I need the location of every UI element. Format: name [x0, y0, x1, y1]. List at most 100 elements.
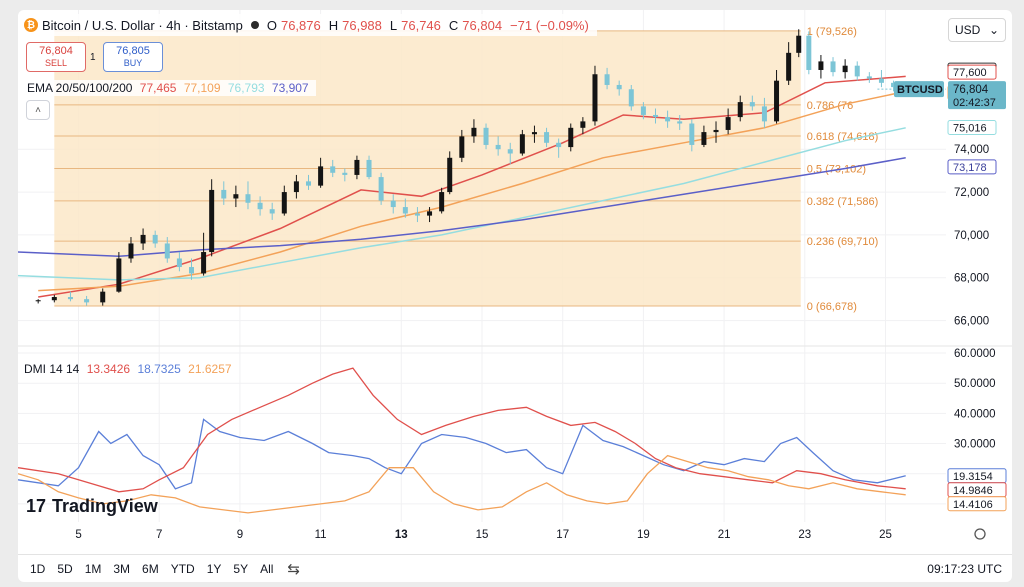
ohlc-low-key: L — [389, 17, 398, 33]
candle-body — [293, 181, 299, 193]
fib-level-label: 0 (66,678) — [807, 301, 857, 313]
range-1y[interactable]: 1Y — [206, 561, 222, 576]
candle-body — [737, 102, 743, 118]
chevron-down-icon: ⌄ — [988, 23, 999, 37]
candle-body — [366, 159, 372, 178]
price-tag-box — [947, 159, 997, 175]
candle-body — [402, 207, 408, 214]
sell-label: SELL — [44, 58, 68, 68]
range-ytd[interactable]: YTD — [170, 561, 195, 576]
candle-body — [677, 121, 683, 124]
candle-body — [84, 299, 90, 303]
candle-body — [67, 297, 73, 300]
candle-body — [414, 213, 420, 216]
candle-body — [531, 132, 537, 135]
candle-body — [878, 78, 884, 83]
candle-body — [318, 166, 324, 186]
chart-canvas[interactable]: 1 (79,526)0.786 (760.618 (74,618)0.5 (73… — [18, 10, 1012, 582]
candle-body — [725, 117, 731, 130]
buy-label: BUY — [123, 58, 143, 68]
dmi-tag-label: 19.3154 — [953, 471, 993, 483]
dmi-line — [18, 454, 906, 514]
candle-body — [269, 209, 275, 214]
candle-body — [891, 82, 897, 88]
candle-body — [306, 181, 312, 186]
fib-level-label: 0.786 (76 — [807, 100, 853, 112]
buy-button[interactable]: 76,805 BUY — [103, 42, 163, 72]
date-range-icon[interactable]: ⇆ — [287, 560, 300, 578]
bottom-toolbar: 1D 5D 1M 3M 6M YTD 1Y 5Y All ⇆ 09:17:23 … — [18, 554, 1012, 582]
candle-body — [209, 189, 215, 253]
range-all[interactable]: All — [260, 561, 274, 576]
candle-body — [128, 243, 134, 259]
ohlc-close: 76,804 — [462, 17, 503, 33]
tradingview-logo[interactable]: 17 TradingView — [26, 496, 158, 517]
collapse-legend-button[interactable]: ˄ — [26, 100, 50, 120]
fib-level-label: 0.382 (71,586) — [807, 196, 879, 208]
utc-clock[interactable]: 09:17:23 UTC — [927, 561, 1002, 576]
range-5y[interactable]: 5Y — [233, 561, 249, 576]
range-1m[interactable]: 1M — [84, 561, 102, 576]
symbol-tag-label: BTCUSD — [897, 84, 943, 96]
ema-line — [38, 90, 906, 292]
time-axis-tick: 5 — [75, 529, 81, 541]
countdown-label: 02:42:37 — [953, 97, 996, 109]
candle-body — [342, 172, 348, 175]
time-axis-tick: 7 — [156, 529, 162, 541]
price-axis-tick: 72,000 — [954, 187, 989, 199]
price-tag-label: 73,178 — [953, 162, 987, 174]
dmi-axis-tick: 50.0000 — [954, 378, 996, 390]
time-axis-tick: 9 — [237, 529, 243, 541]
candle-body — [164, 243, 170, 259]
ema-legend[interactable]: EMA 20/50/100/200 77,465 77,109 76,793 7… — [24, 80, 316, 96]
time-axis-tick: 13 — [395, 529, 408, 541]
tradingview-logo-text: TradingView — [52, 496, 158, 516]
candle-body — [459, 136, 465, 158]
candle-body — [116, 258, 122, 292]
candle-body — [652, 114, 658, 118]
ema50-value: 77,109 — [183, 81, 221, 95]
chart-frame: 1 (79,526) 0.786 (76 0.618 (74,618) 0.5 (73… — [18, 10, 1012, 582]
candle-body — [689, 123, 695, 145]
candle-body — [471, 127, 477, 137]
candle-body — [580, 121, 586, 128]
ema-label: EMA 20/50/100/200 — [27, 81, 133, 95]
candle-body — [544, 132, 550, 143]
dmi-axis-tick: 40.0000 — [954, 408, 996, 420]
candle-body — [354, 159, 360, 175]
candle-body — [604, 74, 610, 85]
price-tag-label: 75,016 — [953, 122, 987, 134]
symbol-header: ₿ Bitcoin / U.S. Dollar · 4h · Bitstamp … — [24, 14, 597, 36]
candle-body — [628, 89, 634, 107]
candle-body — [519, 134, 525, 154]
candle-body — [201, 252, 207, 274]
dmi-axis-tick: 30.0000 — [954, 439, 996, 451]
settings-icon — [974, 528, 986, 540]
range-5d[interactable]: 5D — [57, 561, 73, 576]
ema-line — [18, 127, 906, 281]
price-tag-box — [947, 119, 997, 135]
candle-body — [483, 127, 489, 145]
range-3m[interactable]: 3M — [113, 561, 131, 576]
range-1d[interactable]: 1D — [30, 561, 46, 576]
ohlc-low: 76,746 — [401, 17, 441, 33]
dmi-axis-tick: 60.0000 — [954, 348, 996, 360]
ema-line — [18, 157, 906, 258]
time-axis-tick: 17 — [556, 529, 569, 541]
fib-level-label: 0.236 (69,710) — [807, 236, 879, 248]
candle-body — [390, 200, 396, 208]
candle-body — [221, 189, 227, 199]
candle-body — [640, 106, 646, 115]
sell-price: 76,804 — [39, 45, 73, 57]
range-6m[interactable]: 6M — [142, 561, 159, 576]
sell-button[interactable]: 76,804 SELL — [26, 42, 86, 72]
candle-body — [35, 300, 41, 302]
market-status-icon — [250, 21, 259, 29]
dmi-label: DMI 14 14 — [24, 362, 80, 376]
ohlc-open: 76,876 — [280, 17, 321, 33]
currency-select[interactable]: USD ⌄ — [948, 18, 1006, 42]
dmi-legend[interactable]: DMI 14 14 13.3426 18.7325 21.6257 — [24, 362, 236, 376]
fib-level-label: 1 (79,526) — [807, 26, 857, 38]
symbol-title[interactable]: Bitcoin / U.S. Dollar · 4h · Bitstamp — [42, 17, 243, 33]
candle-body — [51, 297, 57, 301]
